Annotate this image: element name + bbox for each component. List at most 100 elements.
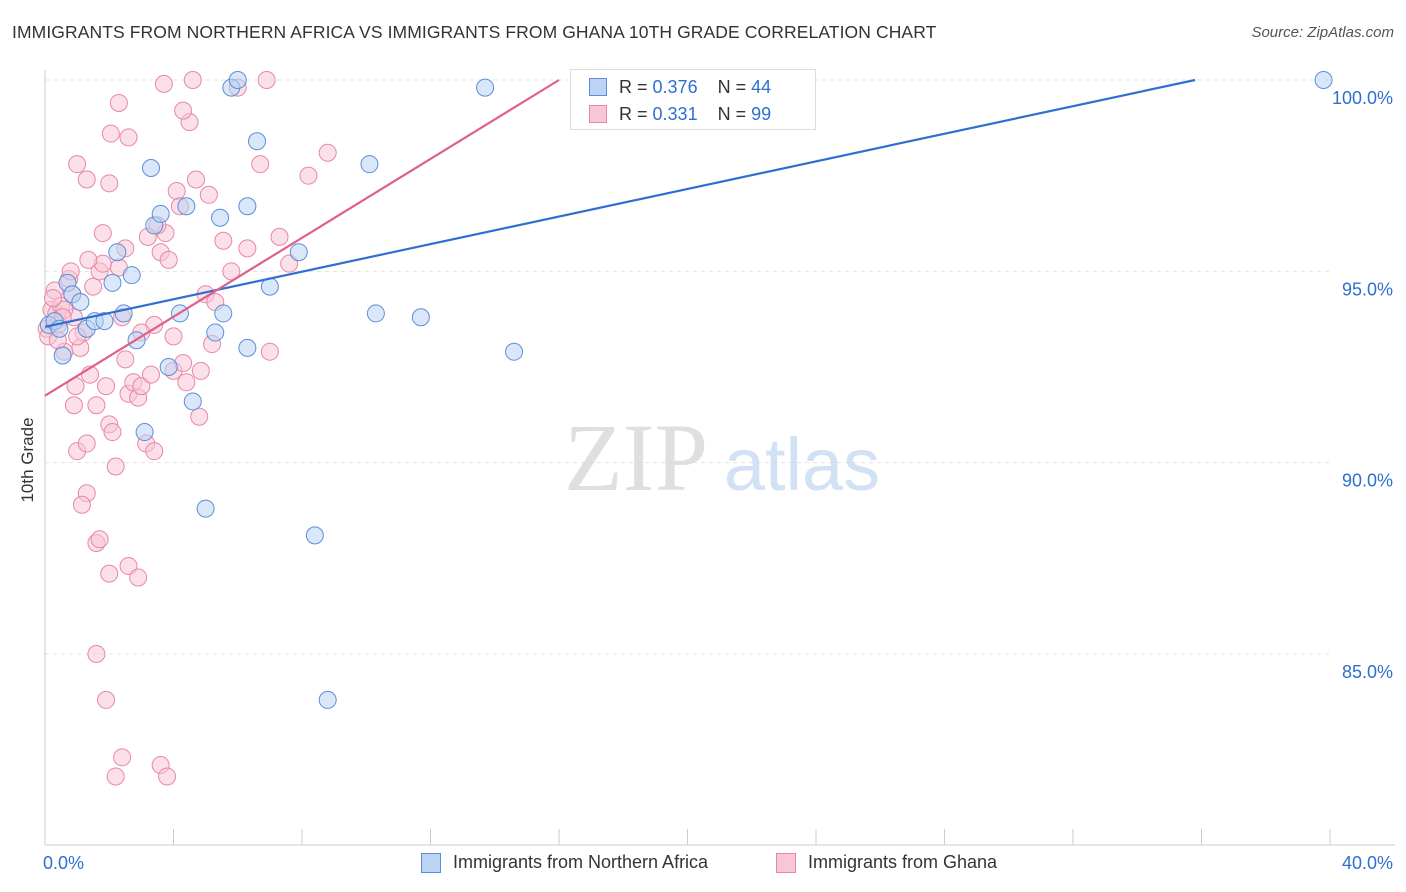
legend-r-value: 0.376 xyxy=(652,76,698,97)
y-tick-label: 95.0% xyxy=(1342,279,1393,299)
data-point xyxy=(199,185,218,204)
y-tick-label: 100.0% xyxy=(1332,88,1393,108)
data-point xyxy=(196,499,215,518)
data-point xyxy=(132,377,151,396)
bottom-legend-ghana: Immigrants from Ghana xyxy=(776,852,997,873)
data-point xyxy=(151,204,170,223)
data-point xyxy=(106,457,125,476)
legend-n-value: 99 xyxy=(751,103,772,124)
data-point xyxy=(183,71,202,89)
data-point xyxy=(97,690,116,709)
data-point xyxy=(87,396,106,415)
data-point xyxy=(109,93,128,112)
data-point xyxy=(305,526,324,545)
data-point xyxy=(119,556,138,575)
data-point xyxy=(95,312,114,331)
data-point xyxy=(228,71,247,89)
legend-n-label: N = xyxy=(717,103,747,124)
data-point xyxy=(103,423,122,442)
data-point xyxy=(103,273,122,292)
data-point xyxy=(238,239,257,258)
data-point xyxy=(411,308,430,327)
data-point xyxy=(280,254,299,273)
data-point xyxy=(106,767,125,786)
data-point xyxy=(159,250,178,269)
data-point xyxy=(159,358,178,376)
data-point xyxy=(360,155,379,174)
data-point xyxy=(505,342,524,361)
data-point xyxy=(238,338,257,357)
data-point xyxy=(183,392,202,411)
northern-africa-points xyxy=(39,71,1333,709)
data-point xyxy=(214,304,233,323)
y-tick-label: 85.0% xyxy=(1342,662,1393,682)
data-point xyxy=(77,434,96,453)
data-point xyxy=(68,155,87,174)
data-point xyxy=(158,767,177,786)
data-point xyxy=(186,170,205,189)
x-tick-label: 0.0% xyxy=(43,853,84,873)
data-point xyxy=(97,377,116,396)
data-point xyxy=(1314,71,1333,89)
data-point xyxy=(318,143,337,162)
gridlines xyxy=(45,79,1330,655)
data-point xyxy=(72,495,91,514)
data-point xyxy=(122,266,141,285)
data-point xyxy=(177,197,196,216)
legend-r-value: 0.331 xyxy=(652,103,698,124)
legend-r-label: R = xyxy=(619,76,648,97)
data-point xyxy=(289,243,308,262)
data-point xyxy=(108,243,127,262)
data-point xyxy=(90,530,109,549)
data-point xyxy=(53,346,72,365)
data-point xyxy=(318,690,337,709)
legend-row-northern-africa: R = 0.376 N = 44 xyxy=(589,75,771,99)
data-point xyxy=(251,155,270,174)
data-point xyxy=(299,166,318,185)
data-point xyxy=(64,396,83,415)
data-point xyxy=(167,181,186,200)
data-point xyxy=(257,71,276,89)
data-point xyxy=(260,342,279,361)
data-point xyxy=(211,208,230,227)
data-point xyxy=(87,645,106,663)
y-tick-label: 90.0% xyxy=(1342,471,1393,491)
data-point xyxy=(222,262,241,281)
data-point xyxy=(93,224,112,243)
data-point xyxy=(174,101,193,120)
data-point xyxy=(177,373,196,392)
data-point xyxy=(135,423,154,442)
data-point xyxy=(190,407,209,426)
data-point xyxy=(142,365,161,384)
data-point xyxy=(129,568,148,587)
data-point xyxy=(214,231,233,250)
legend-swatch-pink xyxy=(589,105,607,123)
data-point xyxy=(113,748,132,767)
data-point xyxy=(114,304,133,323)
data-point xyxy=(270,227,289,246)
data-point xyxy=(101,124,120,143)
data-point xyxy=(71,292,90,311)
data-point xyxy=(119,128,138,147)
x-tick-label: 40.0% xyxy=(1342,853,1393,873)
axes xyxy=(44,70,1395,846)
data-point xyxy=(145,442,164,461)
trend-line-ghana xyxy=(44,79,560,397)
y-axis-label: 10th Grade xyxy=(18,417,37,502)
data-point xyxy=(142,159,161,178)
data-point xyxy=(44,289,63,308)
bottom-legend-label: Immigrants from Northern Africa xyxy=(453,852,709,872)
watermark-atlas: atlas xyxy=(724,423,880,506)
data-point xyxy=(84,277,103,296)
data-point xyxy=(248,132,267,151)
data-point xyxy=(238,197,257,216)
legend-row-ghana: R = 0.331 N = 99 xyxy=(589,102,771,126)
bottom-legend-swatch-pink xyxy=(776,852,796,873)
data-point xyxy=(100,564,119,583)
trend-line-northern-africa xyxy=(44,78,1196,328)
data-point xyxy=(191,361,210,380)
ghana-points xyxy=(37,71,337,786)
legend-n-value: 44 xyxy=(751,76,772,97)
data-point xyxy=(100,174,119,193)
